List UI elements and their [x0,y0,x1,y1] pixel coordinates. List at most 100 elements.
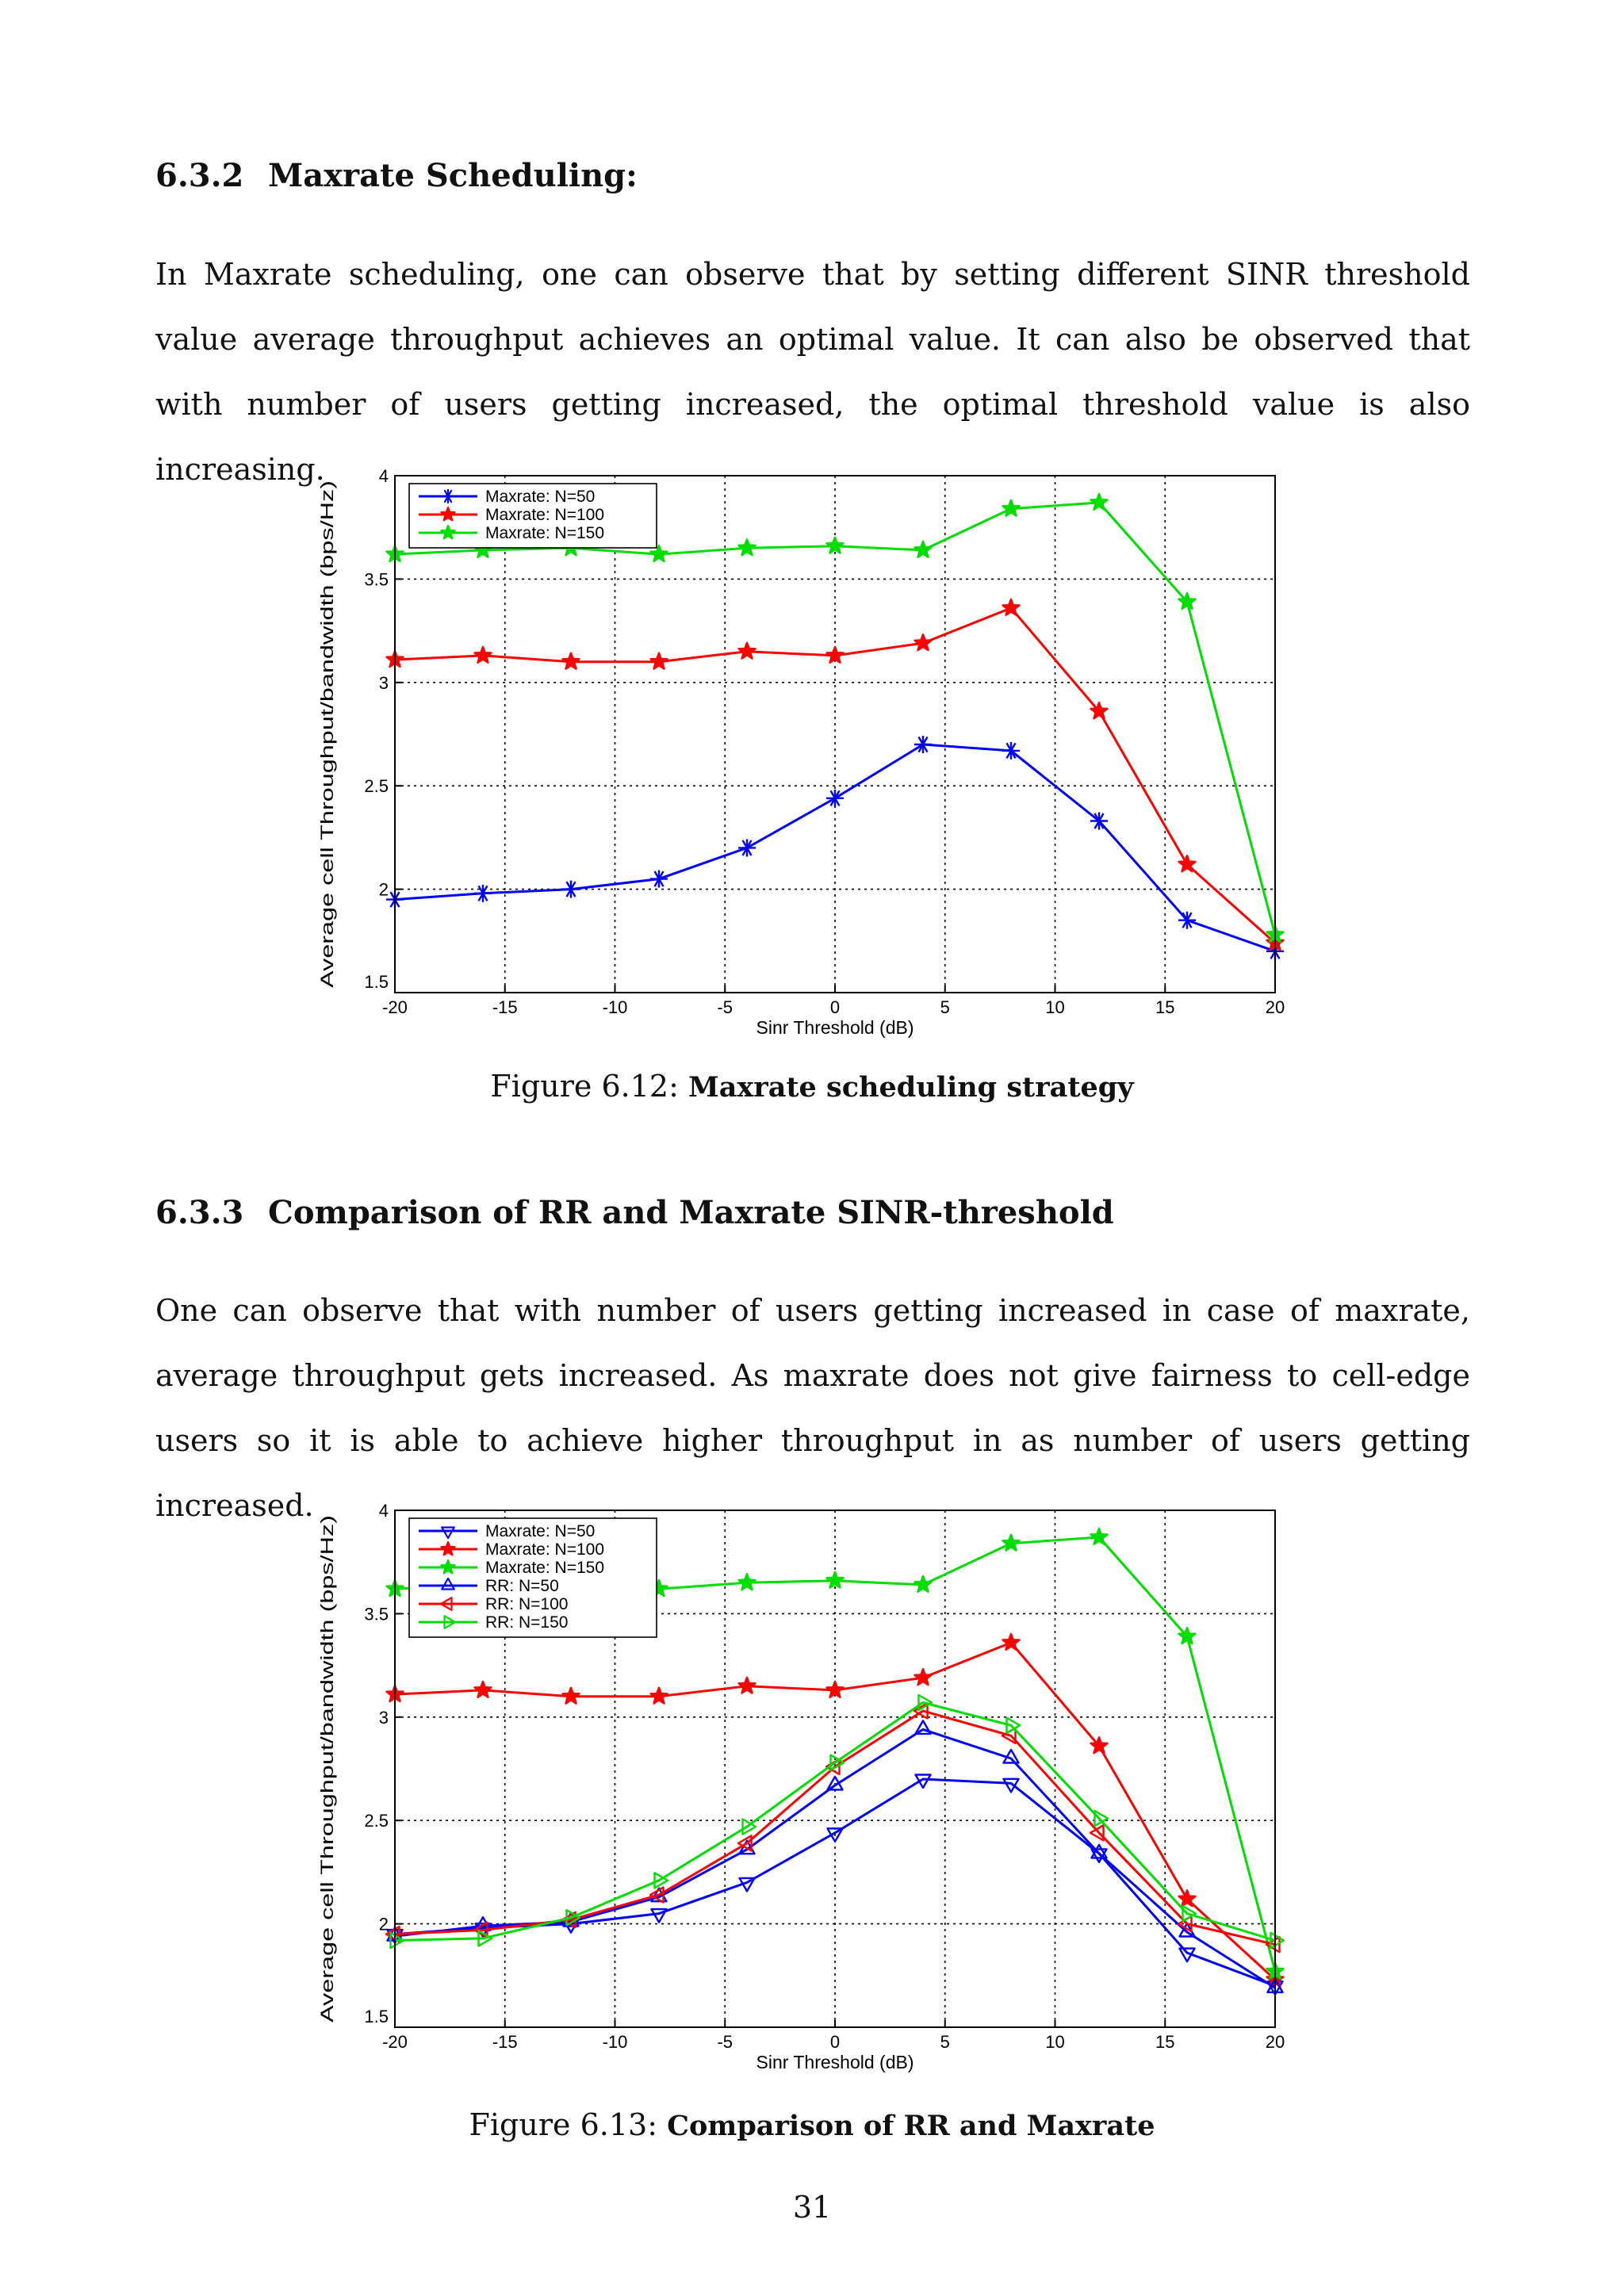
section-heading-633: 6.3.3 Comparison of RR and Maxrate SINR-t… [155,1194,1114,1231]
data-point [1178,855,1197,873]
data-point [914,540,933,558]
x-tick-label: 20 [1266,2032,1285,2052]
plot-area [395,476,1275,993]
chart-maxrate-scheduling: -20 -15 -10 -5 0 5 10 15 20 1.5 2 2.5 3 3.5 4 Sinr Thre… [317,466,1285,1038]
data-point [477,1930,493,1947]
y-axis-label: Average cell Throughput/bandwidth (bps/H… [317,1515,337,2022]
data-point [914,1774,932,1789]
x-tick-label: -5 [717,2032,733,2052]
data-point [914,736,932,754]
data-point [473,1921,488,1939]
data-point [737,538,756,557]
paragraph-633: One can observe that with number of user… [155,1293,1470,1523]
x-tick-label: -15 [492,2032,518,2052]
data-point [561,652,580,670]
data-point [825,1680,845,1698]
legend-marker [441,1526,455,1540]
legend-marker [439,1597,453,1611]
data-point [1178,1889,1197,1908]
data-point [914,633,933,652]
x-tick-label: 15 [1155,2032,1174,2052]
data-point [737,1676,756,1694]
data-point [1090,1527,1109,1545]
legend-label: Maxrate: N=150 [485,524,604,542]
section-heading-632: 6.3.2 Maxrate Scheduling: [155,157,638,194]
legend-marker [440,1559,456,1575]
data-point [737,641,756,660]
data-point [649,1886,665,1904]
data-point [1270,1931,1285,1950]
data-point [825,645,845,664]
data-point [649,652,668,670]
legend-label: Maxrate: N=100 [485,506,604,524]
data-point [653,1872,669,1889]
data-point [385,1925,400,1943]
data-point [649,1686,668,1705]
x-axis-label: Sinr Threshold (dB) [756,1017,914,1038]
data-point [1090,492,1109,511]
data-point [565,1909,581,1927]
data-point [738,839,756,857]
legend-box [408,1517,657,1638]
x-tick-label: 20 [1266,997,1285,1017]
x-axis-label: Sinr Threshold (dB) [756,2052,914,2072]
data-point [1090,812,1108,830]
legend-label: RR: N=150 [485,1613,568,1632]
section-title: Maxrate Scheduling: [268,157,638,194]
x-tick-label: -10 [603,2032,628,2052]
data-point [825,1571,845,1589]
data-point [1178,591,1197,610]
data-point [738,1877,756,1892]
y-tick-label: 1.5 [364,972,389,992]
data-point [389,1931,405,1950]
caption-prefix: Figure 6.13: [469,2107,657,2142]
x-tick-label: -15 [492,997,518,1017]
data-point [913,1702,929,1720]
data-point [1094,1809,1109,1827]
data-point [826,1827,844,1843]
caption-text: Maxrate scheduling strategy [688,1071,1134,1104]
data-point [1002,499,1021,517]
x-tick-label: -20 [382,2032,408,2052]
legend-marker [441,489,455,503]
data-point [1002,1533,1021,1552]
y-tick-label: 3 [379,1708,389,1728]
data-point [1178,1626,1197,1645]
data-point [741,1818,757,1835]
y-tick-label: 2.5 [364,776,389,796]
data-point [1005,1716,1021,1734]
data-point [561,1686,580,1705]
series-line [394,1701,1276,1942]
data-point [917,1693,933,1712]
x-tick-label: -20 [382,997,408,1017]
y-tick-label: 4 [379,466,389,486]
legend-marker [440,1540,456,1556]
legend-label: Maxrate: N=50 [485,1522,595,1540]
y-tick-label: 3.5 [364,569,389,589]
data-point [473,645,492,664]
x-tick-label: -5 [717,997,733,1017]
data-point [914,1575,933,1593]
data-point [737,1835,753,1852]
data-point [1090,1843,1108,1859]
data-point [914,1720,932,1735]
data-point [650,870,668,888]
data-point [562,880,580,898]
section-number: 6.3.2 [155,157,244,194]
x-tick-label: 0 [830,997,840,1017]
data-point [1002,1748,1020,1764]
section-title: Comparison of RR and Maxrate SINR-thresh… [268,1194,1114,1231]
y-tick-label: 2 [379,880,389,900]
y-tick-label: 3.5 [364,1604,389,1624]
x-tick-label: 5 [940,2032,950,2052]
x-tick-label: 15 [1155,997,1174,1017]
data-point [825,536,845,554]
chart-rr-vs-maxrate: -20 -15 -10 -5 0 5 10 15 20 1.5 2 2.5 3 3.5 4 Sinr Thre… [317,1501,1285,2072]
legend-label: Maxrate: N=100 [485,1540,604,1559]
data-point [829,1754,845,1771]
data-point [473,1680,492,1698]
data-point [1178,1947,1196,1963]
data-point [1002,598,1021,616]
legend-label: RR: N=100 [485,1595,568,1613]
x-tick-label: 5 [940,997,950,1017]
